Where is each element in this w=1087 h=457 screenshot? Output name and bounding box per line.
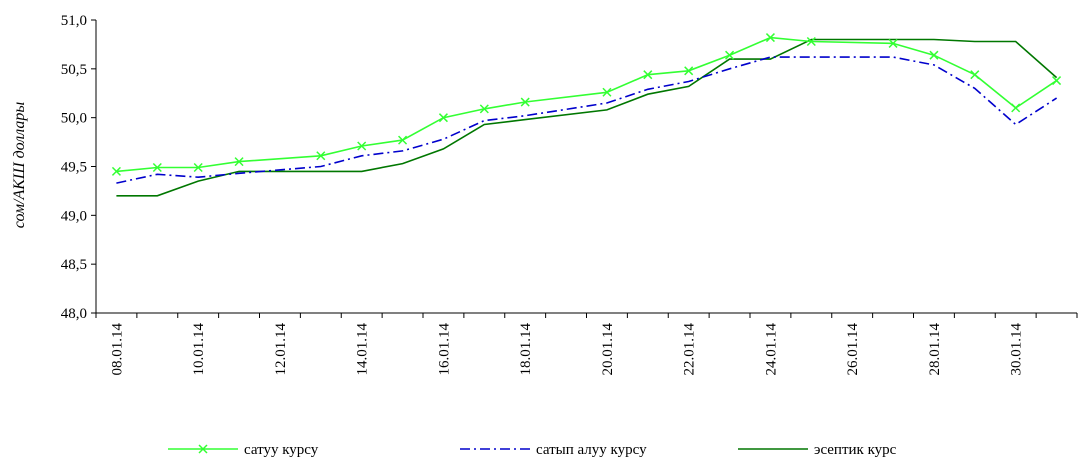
series-lines bbox=[111, 33, 1062, 197]
series-point-marker bbox=[398, 135, 408, 145]
marker-stroke bbox=[765, 33, 775, 43]
y-axis-label: сом/АКШ доллары bbox=[11, 102, 28, 229]
y-tick-label: 49,5 bbox=[61, 160, 87, 176]
marker-stroke bbox=[520, 97, 530, 107]
x-tick-label: 22.01.14 bbox=[682, 323, 698, 376]
marker-stroke bbox=[602, 87, 612, 97]
series-point-marker bbox=[643, 70, 653, 80]
legend-label: эсептик курс bbox=[814, 442, 897, 457]
x-tick-label: 12.01.14 bbox=[273, 323, 289, 376]
y-tick-label: 51,0 bbox=[61, 13, 87, 29]
series-point-marker bbox=[357, 141, 367, 151]
series-point-marker bbox=[234, 157, 244, 167]
legend-marker bbox=[198, 444, 208, 454]
x-tick-label: 30.01.14 bbox=[1009, 323, 1025, 376]
series-point-marker bbox=[520, 97, 530, 107]
x-tick-label: 28.01.14 bbox=[927, 323, 943, 376]
x-tick-label: 18.01.14 bbox=[518, 323, 534, 376]
y-tick-label: 50,0 bbox=[61, 111, 87, 127]
marker-stroke bbox=[316, 151, 326, 161]
marker-stroke bbox=[193, 162, 203, 173]
series-point-marker bbox=[684, 66, 694, 76]
series-point-marker bbox=[193, 162, 203, 173]
marker-stroke bbox=[684, 66, 694, 76]
legend-item: сатуу курсу bbox=[168, 442, 319, 457]
x-tick-label: 08.01.14 bbox=[109, 323, 125, 376]
series-point-marker bbox=[806, 36, 816, 47]
series-line-3 bbox=[116, 38, 1058, 197]
marker-stroke bbox=[725, 50, 735, 60]
x-tick-label: 16.01.14 bbox=[436, 323, 452, 376]
legend: сатуу курсу сатып алуу курсу эсептик курс bbox=[168, 442, 897, 457]
x-tick-label: 20.01.14 bbox=[600, 323, 616, 376]
x-axis-ticks: 08.01.14 10.01.14 12.01.14 14.01.14 16.01.14… bbox=[95, 313, 1078, 376]
series-point-marker bbox=[602, 87, 612, 97]
series-point-marker bbox=[316, 151, 326, 161]
series-line-2 bbox=[116, 56, 1058, 184]
marker-stroke bbox=[479, 104, 489, 114]
y-tick-label: 48,5 bbox=[61, 257, 87, 273]
series-point-marker bbox=[1011, 103, 1021, 113]
y-axis-title: сом/АКШ доллары bbox=[11, 102, 28, 229]
series-point-marker bbox=[929, 50, 939, 60]
x-tick-label: 14.01.14 bbox=[355, 323, 371, 376]
marker-stroke bbox=[888, 38, 898, 48]
x-tick-label: 10.01.14 bbox=[191, 323, 207, 376]
marker-stroke bbox=[970, 70, 980, 80]
marker-stroke bbox=[929, 50, 939, 60]
series-point-marker bbox=[111, 166, 121, 176]
marker-stroke bbox=[357, 141, 367, 151]
legend-item: эсептик курс bbox=[738, 442, 897, 457]
series-point-marker bbox=[888, 38, 898, 48]
marker-stroke bbox=[234, 157, 244, 167]
axes bbox=[95, 20, 1077, 314]
series-point-marker bbox=[765, 33, 775, 43]
series-point-marker bbox=[1052, 76, 1062, 86]
x-tick-label: 24.01.14 bbox=[763, 323, 779, 376]
series-point-marker bbox=[479, 104, 489, 114]
marker-stroke bbox=[806, 36, 816, 47]
marker-stroke bbox=[643, 70, 653, 80]
marker-stroke bbox=[398, 135, 408, 145]
y-axis-ticks: 48,0 48,5 49,0 49,5 50,0 50,5 51,0 bbox=[61, 13, 96, 322]
series-point-marker bbox=[725, 50, 735, 60]
marker-stroke bbox=[111, 166, 121, 176]
legend-label: сатуу курсу bbox=[244, 442, 319, 457]
y-tick-label: 48,0 bbox=[61, 306, 87, 322]
marker-stroke bbox=[1011, 103, 1021, 113]
marker-stroke bbox=[438, 113, 448, 123]
legend-label: сатып алуу курсу bbox=[536, 442, 647, 457]
marker-stroke bbox=[152, 162, 162, 173]
y-tick-label: 49,0 bbox=[61, 208, 87, 224]
series-point-marker bbox=[438, 113, 448, 123]
series-point-marker bbox=[970, 70, 980, 80]
x-tick-label: 26.01.14 bbox=[845, 323, 861, 376]
legend-item: сатып алуу курсу bbox=[460, 442, 647, 457]
series-point-marker bbox=[152, 162, 162, 173]
series-line-1 bbox=[116, 36, 1058, 173]
marker-stroke bbox=[1052, 76, 1062, 86]
y-tick-label: 50,5 bbox=[61, 62, 87, 78]
